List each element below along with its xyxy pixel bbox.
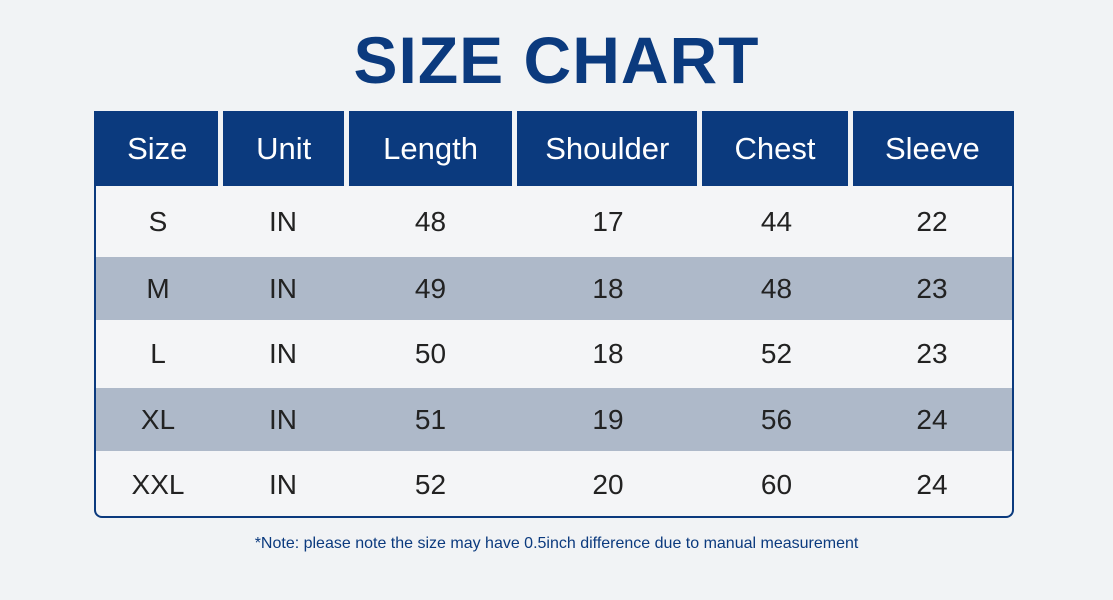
note-text: *Note: please note the size may have 0.5… <box>254 535 859 552</box>
table-cell: 49 <box>414 272 447 304</box>
table-cell: S <box>148 205 168 237</box>
table-cell: 52 <box>760 338 793 369</box>
size-table: Size Unit Length Shoulder Chest Sleeve S IN 48 1… <box>94 111 1014 518</box>
table-cell: 60 <box>760 468 793 500</box>
table-cell: L <box>150 338 166 369</box>
table-cell: 23 <box>916 272 948 304</box>
table-cell: M <box>146 272 170 304</box>
table-cell: 48 <box>760 272 793 304</box>
table-cell: 51 <box>414 403 447 435</box>
table-cell: 17 <box>592 205 624 237</box>
table-cell: 24 <box>916 468 948 500</box>
table-cell: XL <box>140 403 176 435</box>
table-cell: IN <box>269 205 297 237</box>
table-cell: IN <box>269 403 297 435</box>
table-row: M IN 49 18 48 23 <box>96 257 1012 320</box>
column-header: Length <box>348 111 513 186</box>
table-cell: 20 <box>592 468 624 500</box>
table-body: S IN 48 17 44 22 M IN 49 18 48 23 L IN 50 18 52 23 XL IN 51 1… <box>96 186 1012 516</box>
table-row: XXL IN 52 20 60 24 <box>96 451 1012 516</box>
column-header: Size <box>96 111 219 186</box>
page-title: SIZE CHART <box>353 23 760 97</box>
table-cell: 48 <box>414 205 447 237</box>
table-cell: 50 <box>414 338 447 369</box>
column-header: Chest <box>702 111 848 186</box>
table-cell: 44 <box>760 205 793 237</box>
table-cell: IN <box>269 468 297 500</box>
table-cell: 19 <box>592 403 624 435</box>
column-header: Unit <box>223 111 344 186</box>
table-cell: 18 <box>592 272 624 304</box>
table-row: S IN 48 17 44 22 <box>96 186 1012 257</box>
table-header: Size Unit Length Shoulder Chest Sleeve <box>96 111 1012 186</box>
table-cell: 56 <box>760 403 793 435</box>
column-header: Sleeve <box>852 111 1012 186</box>
table-row: L IN 50 18 52 23 <box>96 320 1012 388</box>
table-cell: 18 <box>592 338 624 369</box>
table-cell: XXL <box>131 468 185 500</box>
table-cell: IN <box>269 272 297 304</box>
table-row: XL IN 51 19 56 24 <box>96 388 1012 451</box>
table-cell: 23 <box>916 338 948 369</box>
column-header: Shoulder <box>517 111 698 186</box>
table-cell: 22 <box>916 205 948 237</box>
table-cell: IN <box>269 338 297 369</box>
table-cell: 24 <box>916 403 948 435</box>
table-cell: 52 <box>414 468 447 500</box>
